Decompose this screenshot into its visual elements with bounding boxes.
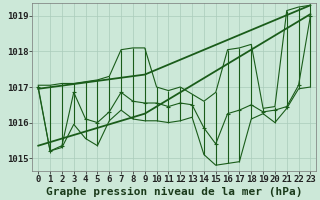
X-axis label: Graphe pression niveau de la mer (hPa): Graphe pression niveau de la mer (hPa) — [46, 186, 303, 197]
